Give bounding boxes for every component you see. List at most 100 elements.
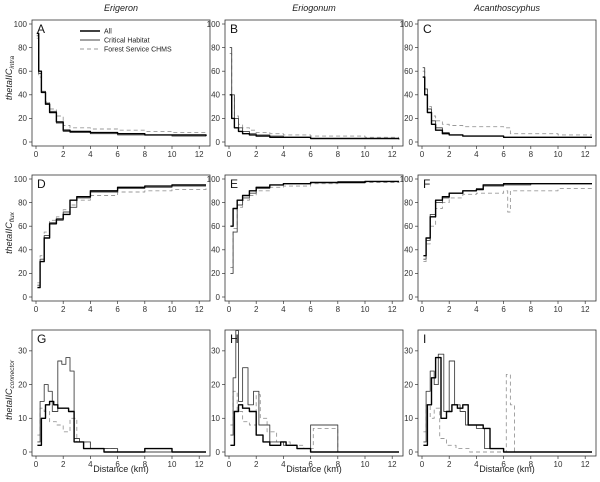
x-tick-label-d: 6 bbox=[115, 305, 120, 314]
x-tick-label-g: 6 bbox=[115, 460, 120, 469]
y-tick-label-d: 40 bbox=[18, 246, 27, 255]
x-tick-label-c: 12 bbox=[581, 150, 590, 159]
panel-letter-d: D bbox=[37, 177, 46, 191]
y-tick-label-b: 80 bbox=[211, 43, 220, 52]
legend-label-all: All bbox=[104, 29, 112, 36]
x-tick-label-h: 8 bbox=[336, 460, 341, 469]
series-line-g-forest-service-chms bbox=[37, 407, 206, 453]
panel-frame-f bbox=[417, 174, 597, 302]
y-tick-label-f: 80 bbox=[404, 198, 413, 207]
x-tick-label-d: 8 bbox=[143, 305, 148, 314]
y-tick-label-c: 80 bbox=[404, 43, 413, 52]
x-tick-label-f: 4 bbox=[474, 305, 479, 314]
x-tick-label-c: 4 bbox=[474, 150, 479, 159]
row-y-labels: thetaIICintra thetaIICflux thetaIICconne… bbox=[4, 56, 16, 421]
column-titles: Erigeron Eriogonum Acanthoscyphus bbox=[104, 3, 541, 13]
x-tick-label-c: 10 bbox=[554, 150, 563, 159]
y-tick-label-i: 30 bbox=[404, 347, 413, 356]
column-title-erigeron: Erigeron bbox=[104, 3, 138, 13]
series-line-d-forest-service-chms bbox=[37, 188, 207, 284]
y-tick-label-b: 20 bbox=[211, 114, 220, 123]
panel-frame-b bbox=[224, 19, 404, 147]
y-tick-label-h: 20 bbox=[211, 380, 220, 389]
legend: All Critical Habitat Forest Service CHMS bbox=[80, 29, 172, 54]
x-tick-label-g: 12 bbox=[195, 460, 204, 469]
x-tick-label-a: 12 bbox=[195, 150, 204, 159]
x-tick-label-f: 12 bbox=[581, 305, 590, 314]
y-tick-label-e: 40 bbox=[211, 246, 220, 255]
panel-letter-e: E bbox=[230, 177, 238, 191]
series-line-d-all bbox=[37, 184, 206, 289]
y-tick-label-d: 60 bbox=[18, 222, 27, 231]
panel-b: 0 2 4 6 8 10 12 0 20 40 60 80 100 B bbox=[207, 19, 404, 159]
x-tick-label-h: 2 bbox=[254, 460, 259, 469]
y-tick-label-a: 100 bbox=[14, 20, 28, 29]
panel-frame-d bbox=[31, 174, 211, 302]
series-line-i-forest-service-chms bbox=[423, 374, 592, 453]
y-tick-label-c: 0 bbox=[409, 138, 414, 147]
x-tick-label-g: 2 bbox=[61, 460, 66, 469]
series-line-f-forest-service-chms bbox=[423, 187, 593, 263]
x-tick-label-h: 4 bbox=[281, 460, 286, 469]
y-tick-label-d: 20 bbox=[18, 269, 27, 278]
series-line-d-critical-habitat bbox=[37, 185, 206, 286]
y-tick-label-e: 20 bbox=[211, 269, 220, 278]
xlabel-acanthoscyphus: Distance (km) bbox=[479, 464, 535, 474]
x-tick-label-a: 8 bbox=[143, 150, 148, 159]
y-tick-label-h: 10 bbox=[211, 414, 220, 423]
x-tick-label-c: 2 bbox=[447, 150, 452, 159]
column-title-eriogonum: Eriogonum bbox=[292, 3, 336, 13]
y-tick-label-a: 40 bbox=[18, 91, 27, 100]
x-tick-label-g: 10 bbox=[168, 460, 177, 469]
x-tick-label-f: 10 bbox=[554, 305, 563, 314]
legend-label-forest-service: Forest Service CHMS bbox=[104, 47, 172, 54]
panel-letter-b: B bbox=[230, 22, 238, 36]
x-tick-label-f: 6 bbox=[501, 305, 506, 314]
x-tick-label-c: 8 bbox=[529, 150, 534, 159]
y-tick-label-c: 20 bbox=[404, 114, 413, 123]
panel-c: 0 2 4 6 8 10 12 0 20 40 60 80 100 C bbox=[400, 19, 597, 159]
x-tick-label-b: 10 bbox=[361, 150, 370, 159]
x-tick-label-f: 0 bbox=[420, 305, 425, 314]
x-tick-label-h: 12 bbox=[388, 460, 397, 469]
series-line-c-forest-service-chms bbox=[422, 70, 592, 136]
y-tick-label-a: 20 bbox=[18, 114, 27, 123]
x-tick-label-e: 0 bbox=[227, 305, 232, 314]
x-tick-label-a: 6 bbox=[115, 150, 120, 159]
y-tick-label-e: 0 bbox=[216, 293, 221, 302]
series-line-c-all bbox=[422, 76, 592, 138]
panel-g: 0 2 4 6 8 10 12 0 10 20 30 G bbox=[18, 329, 211, 469]
panel-letter-i: I bbox=[423, 332, 426, 346]
x-tick-label-f: 8 bbox=[529, 305, 534, 314]
panel-letter-a: A bbox=[37, 22, 45, 36]
x-tick-label-b: 12 bbox=[388, 150, 397, 159]
y-tick-label-e: 60 bbox=[211, 222, 220, 231]
y-tick-label-c: 40 bbox=[404, 91, 413, 100]
x-tick-label-e: 10 bbox=[361, 305, 370, 314]
y-tick-label-g: 30 bbox=[18, 347, 27, 356]
panel-a: 0 2 4 6 8 10 12 0 20 40 60 80 100 A bbox=[14, 19, 211, 159]
y-tick-label-a: 80 bbox=[18, 43, 27, 52]
y-tick-label-g: 10 bbox=[18, 414, 27, 423]
xlabel-eriogonum: Distance (km) bbox=[286, 464, 342, 474]
y-tick-label-b: 100 bbox=[207, 20, 221, 29]
x-tick-label-e: 4 bbox=[281, 305, 286, 314]
x-tick-label-i: 10 bbox=[554, 460, 563, 469]
x-tick-label-a: 4 bbox=[88, 150, 93, 159]
series-line-g-all bbox=[37, 400, 206, 453]
y-tick-label-g: 20 bbox=[18, 380, 27, 389]
panel-e: 0 2 4 6 8 10 12 0 20 40 60 80 100 E bbox=[207, 174, 404, 314]
x-tick-label-c: 0 bbox=[420, 150, 425, 159]
x-tick-label-a: 0 bbox=[34, 150, 39, 159]
ylabel-flux: thetaIICflux bbox=[4, 211, 16, 253]
panel-frame-e bbox=[224, 174, 404, 302]
x-tick-label-h: 0 bbox=[227, 460, 232, 469]
x-tick-label-e: 12 bbox=[388, 305, 397, 314]
panel-frame-i bbox=[417, 329, 597, 457]
y-tick-label-b: 0 bbox=[216, 138, 221, 147]
x-tick-label-i: 12 bbox=[581, 460, 590, 469]
panel-letter-c: C bbox=[423, 22, 432, 36]
panel-frame-a bbox=[31, 19, 211, 147]
x-tick-label-g: 4 bbox=[88, 460, 93, 469]
